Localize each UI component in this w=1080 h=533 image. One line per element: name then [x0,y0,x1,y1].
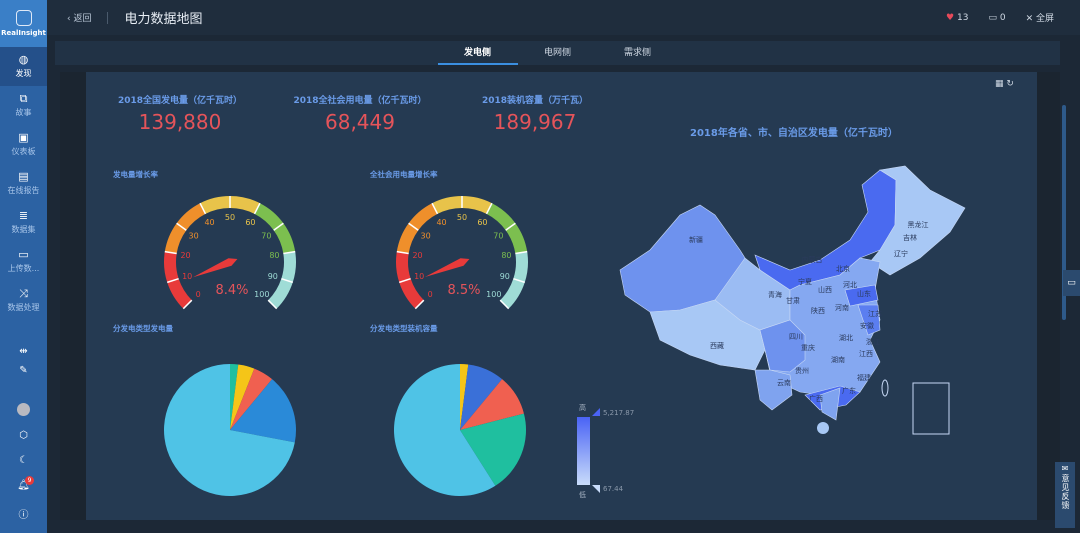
stat-generation: 2018全国发电量（亿千瓦时） 139,880 [117,96,243,134]
back-button[interactable]: ‹ 返回 [67,14,92,24]
dashboard-icon: ▣ [18,131,29,144]
fullscreen-button[interactable]: ✕ 全屏 [1025,14,1054,24]
stat-capacity: 2018装机容量（万千瓦） 189,967 [481,96,589,134]
tab-bar: 发电侧 电网侧 需求侧 [55,41,1060,65]
sidebar-item-1[interactable]: ⧉ 故事 [0,86,47,125]
right-gutter [1037,72,1060,520]
pie1-title: 分发电类型发电量 [113,324,173,333]
comment-icon: ▭ [988,12,997,23]
feedback-label: 意见反馈 [1061,474,1070,510]
dataset-icon: ≣ [18,209,29,222]
dashboard-panel [86,72,1037,520]
left-gutter [60,72,86,520]
comment-button[interactable]: ▭ 0 [988,12,1006,23]
sidebar-item-label: 故事 [15,108,32,117]
tab-generation[interactable]: 发电侧 [437,41,518,65]
table-icon[interactable]: ▦ [995,79,1004,89]
sidebar-item-5[interactable]: ▭ 上传数... [0,242,47,281]
folder-icon: ▭ [18,248,29,261]
sidebar-item-2[interactable]: ▣ 仪表板 [0,125,47,164]
heart-icon: ♥ [946,12,955,23]
info-icon[interactable]: ⓘ [18,510,29,521]
page-title: 电力数据地图 [124,12,203,27]
notification-badge: 9 [25,476,34,485]
sidebar-item-label: 数据处理 [7,303,40,312]
sidebar-item-label: 数据集 [11,225,36,234]
bell-icon[interactable]: 🔔︎ 9 [0,476,47,491]
stat-consumption: 2018全社会用电量（亿千瓦时） 68,449 [293,96,427,134]
sidebar-item-label: 在线报告 [7,186,40,195]
sidebar-item-6[interactable]: ⤨ 数据处理 [0,281,47,320]
avatar[interactable] [0,403,47,419]
scrollbar[interactable] [1062,105,1066,320]
report-icon: ▤ [18,170,29,183]
divider [107,11,109,24]
sidebar: RealInsight ◍ 发现 ⧉ 故事 ▣ 仪表板 ▤ 在线报告 ≣ 数据集 ▭ 上传数... ⤨ 数… [0,0,47,533]
brain-logo-icon [15,10,32,26]
chat-button[interactable]: ▭ [1063,270,1080,296]
like-button[interactable]: ♥ 13 [946,12,969,23]
refresh-icon[interactable]: ↻ [1006,79,1014,89]
sidebar-item-label: 上传数... [7,264,40,273]
expand-icon: ✕ [1025,14,1034,24]
tab-demand[interactable]: 需求侧 [623,48,651,58]
sidebar-item-3[interactable]: ▤ 在线报告 [0,164,47,203]
top-bar: ‹ 返回 电力数据地图 ♥ 13 ▭ 0 ✕ 全屏 [47,0,1080,35]
moon-icon[interactable]: ☾ [19,455,28,466]
gauge1-title: 发电量增长率 [113,170,158,179]
panel-tools: ▦ ↻ [995,79,1014,89]
mail-icon: ✉ [1061,464,1069,473]
globe-icon: ◍ [18,53,29,66]
brand-logo[interactable]: RealInsight [0,0,47,47]
sidebar-item-0[interactable]: ◍ 发现 [0,47,47,86]
sidebar-item-label: 发现 [15,69,32,78]
sidebar-item-label: 仪表板 [11,147,36,156]
map-title: 2018年各省、市、自治区发电量（亿千瓦时） [690,128,898,139]
sidebar-item-4[interactable]: ≣ 数据集 [0,203,47,242]
cube-icon[interactable]: ⬡ [19,430,28,441]
collapse-icon[interactable]: ⇹ [19,346,28,357]
pie2-title: 分发电类型装机容量 [370,324,438,333]
pin-icon[interactable]: ✎ [19,365,28,376]
gauge2-title: 全社会用电量增长率 [370,170,438,179]
feedback-button[interactable]: ✉ 意见反馈 [1055,462,1075,528]
shuffle-icon: ⤨ [19,287,28,300]
story-icon: ⧉ [19,92,28,105]
tab-grid[interactable]: 电网侧 [543,48,571,58]
